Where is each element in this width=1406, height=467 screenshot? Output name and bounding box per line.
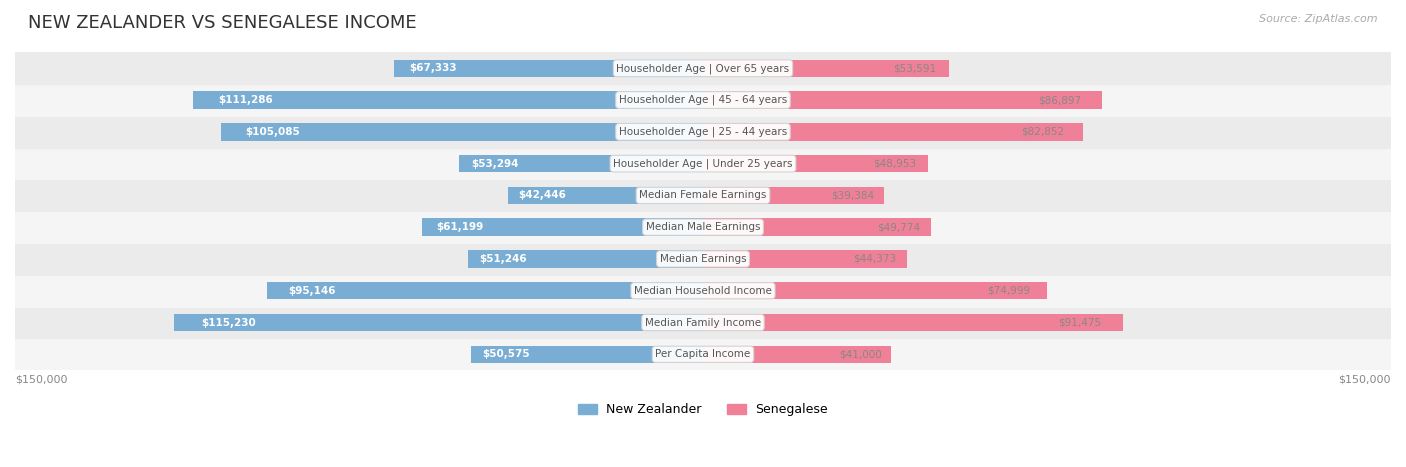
Text: Median Female Earnings: Median Female Earnings (640, 191, 766, 200)
Text: $91,475: $91,475 (1059, 318, 1101, 327)
Bar (509, 187, 703, 204)
Text: $67,333: $67,333 (409, 63, 457, 73)
Text: $49,774: $49,774 (877, 222, 920, 232)
Text: $61,199: $61,199 (436, 222, 484, 232)
Bar (15, 275, 1391, 307)
Text: $50,575: $50,575 (482, 349, 530, 359)
Bar (15, 339, 1391, 370)
Legend: New Zealander, Senegalese: New Zealander, Senegalese (572, 398, 834, 421)
Text: Source: ZipAtlas.com: Source: ZipAtlas.com (1260, 14, 1378, 24)
Text: Median Household Income: Median Household Income (634, 286, 772, 296)
Bar (15, 179, 1391, 211)
Text: Median Family Income: Median Family Income (645, 318, 761, 327)
Bar (15, 84, 1391, 116)
Text: $105,085: $105,085 (245, 127, 299, 137)
Bar (703, 187, 883, 204)
Text: $53,294: $53,294 (471, 159, 519, 169)
Bar (422, 219, 703, 236)
Bar (15, 148, 1391, 179)
Text: $111,286: $111,286 (218, 95, 273, 105)
Text: $82,852: $82,852 (1021, 127, 1064, 137)
Bar (703, 250, 907, 268)
Bar (458, 155, 703, 172)
Text: $51,246: $51,246 (479, 254, 527, 264)
Text: $44,373: $44,373 (853, 254, 897, 264)
Text: $39,384: $39,384 (831, 191, 875, 200)
Bar (703, 91, 1101, 109)
Bar (703, 282, 1047, 299)
Bar (703, 346, 891, 363)
Text: $150,000: $150,000 (1339, 375, 1391, 385)
Text: NEW ZEALANDER VS SENEGALESE INCOME: NEW ZEALANDER VS SENEGALESE INCOME (28, 14, 416, 32)
Bar (703, 219, 931, 236)
Bar (703, 314, 1122, 331)
Bar (221, 123, 703, 141)
Bar (15, 116, 1391, 148)
Text: $115,230: $115,230 (201, 318, 256, 327)
Bar (193, 91, 703, 109)
Text: $53,591: $53,591 (893, 63, 936, 73)
Text: Householder Age | Over 65 years: Householder Age | Over 65 years (616, 63, 790, 73)
Text: $86,897: $86,897 (1039, 95, 1081, 105)
Text: Householder Age | 25 - 44 years: Householder Age | 25 - 44 years (619, 127, 787, 137)
Text: $48,953: $48,953 (873, 159, 917, 169)
Text: $41,000: $41,000 (839, 349, 882, 359)
Bar (703, 123, 1083, 141)
Text: Householder Age | 45 - 64 years: Householder Age | 45 - 64 years (619, 95, 787, 105)
Bar (15, 52, 1391, 84)
Bar (174, 314, 703, 331)
Text: Median Male Earnings: Median Male Earnings (645, 222, 761, 232)
Bar (15, 307, 1391, 339)
Text: $74,999: $74,999 (987, 286, 1029, 296)
Text: Per Capita Income: Per Capita Income (655, 349, 751, 359)
Bar (267, 282, 703, 299)
Text: $95,146: $95,146 (288, 286, 336, 296)
Text: Median Earnings: Median Earnings (659, 254, 747, 264)
Text: Householder Age | Under 25 years: Householder Age | Under 25 years (613, 158, 793, 169)
Bar (703, 155, 928, 172)
Bar (394, 59, 703, 77)
Bar (15, 211, 1391, 243)
Bar (468, 250, 703, 268)
Bar (15, 243, 1391, 275)
Bar (703, 59, 949, 77)
Text: $42,446: $42,446 (517, 191, 567, 200)
Text: $150,000: $150,000 (15, 375, 67, 385)
Bar (471, 346, 703, 363)
